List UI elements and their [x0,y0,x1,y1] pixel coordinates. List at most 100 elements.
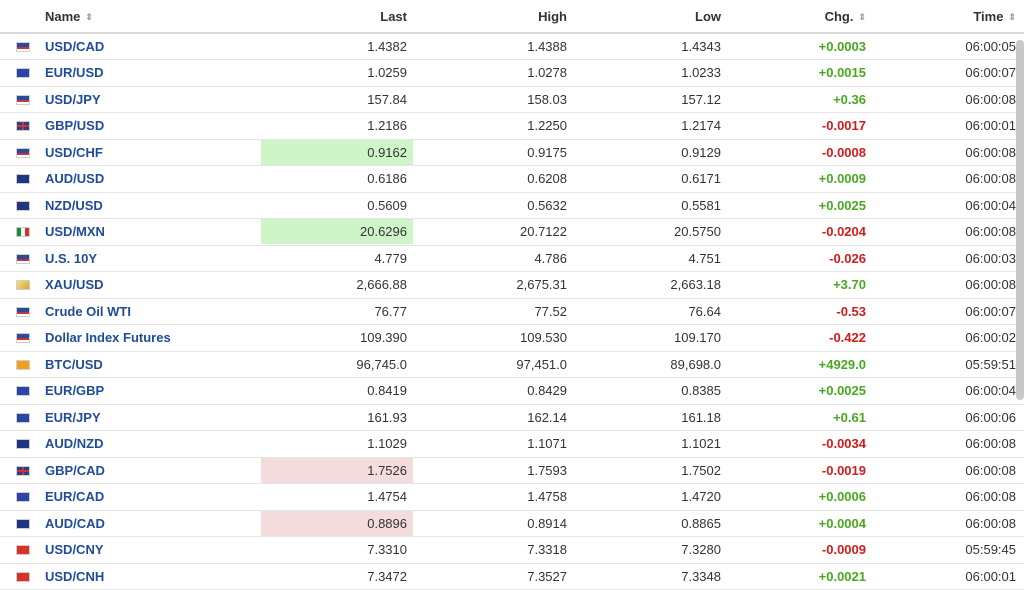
instrument-name-link[interactable]: EUR/USD [45,59,259,87]
flag-cell [0,483,45,511]
table-row[interactable]: U.S. 10Y 4.779 4.786 4.751 -0.026 06:00:03 [0,245,1024,272]
table-row[interactable]: USD/CNY 7.3310 7.3318 7.3280 -0.0009 05:59:45 [0,536,1024,564]
table-row[interactable]: EUR/CAD 1.4754 1.4758 1.4720 +0.0006 06:00:08 [0,483,1024,511]
last-value-cell: 1.2186 [259,112,413,140]
last-value-cell: 7.3310 [259,536,413,564]
change-value: +4929.0 [721,351,866,378]
high-value: 1.2250 [413,112,567,140]
high-value: 0.9175 [413,139,567,166]
flag-cell [0,510,45,537]
time-value: 05:59:45 [866,536,1024,564]
time-value: 06:00:07 [866,298,1024,325]
time-value: 06:00:05 [866,33,1024,60]
last-value-cell: 1.4382 [259,33,413,60]
table-row[interactable]: EUR/GBP 0.8419 0.8429 0.8385 +0.0025 06:00:04 [0,377,1024,405]
column-header-name[interactable]: Name ⇕ [0,0,259,34]
last-value-cell: 0.5609 [259,192,413,219]
last-value: 1.4754 [367,489,407,505]
instrument-name-link[interactable]: EUR/GBP [45,377,259,405]
table-row[interactable]: AUD/USD 0.6186 0.6208 0.6171 +0.0009 06:00:08 [0,165,1024,193]
instrument-name-link[interactable]: AUD/NZD [45,430,259,458]
time-value: 06:00:08 [866,483,1024,511]
instrument-name-link[interactable]: GBP/CAD [45,457,259,484]
flag-cell [0,457,45,484]
table-row[interactable]: USD/CHF 0.9162 0.9175 0.9129 -0.0008 06:00:08 [0,139,1024,166]
table-row[interactable]: GBP/CAD 1.7526 1.7593 1.7502 -0.0019 06:00:08 [0,457,1024,484]
instrument-name-link[interactable]: EUR/JPY [45,404,259,431]
column-header-high-label: High [538,8,567,24]
column-header-high[interactable]: High [413,0,567,34]
last-value: 0.6186 [367,171,407,187]
table-row[interactable]: USD/JPY 157.84 158.03 157.12 +0.36 06:00:08 [0,86,1024,113]
table-row[interactable]: XAU/USD 2,666.88 2,675.31 2,663.18 +3.70 06:0… [0,271,1024,299]
high-value: 1.1071 [413,430,567,458]
instrument-name-link[interactable]: AUD/CAD [45,510,259,537]
table-row[interactable]: AUD/NZD 1.1029 1.1071 1.1021 -0.0034 06:00:08 [0,430,1024,458]
table-row[interactable]: EUR/JPY 161.93 162.14 161.18 +0.61 06:00:06 [0,404,1024,431]
instrument-name-link[interactable]: XAU/USD [45,271,259,299]
high-value: 109.530 [413,324,567,352]
uk-flag-icon [16,121,30,131]
gold-icon [16,280,30,290]
table-row[interactable]: USD/MXN 20.6296 20.7122 20.5750 -0.0204 06:00… [0,218,1024,246]
scrollbar[interactable] [1016,40,1024,400]
high-value: 158.03 [413,86,567,113]
table-row[interactable]: GBP/USD 1.2186 1.2250 1.2174 -0.0017 06:00:01 [0,112,1024,140]
change-value: -0.026 [721,245,866,272]
flag-cell [0,404,45,431]
flag-cell [0,112,45,140]
change-value: +0.36 [721,86,866,113]
column-header-chg[interactable]: Chg. ⇕ [721,0,866,34]
column-header-low[interactable]: Low [567,0,721,34]
column-header-time[interactable]: Time ⇕ [866,0,1024,34]
low-value: 7.3280 [567,536,721,564]
instrument-name-link[interactable]: NZD/USD [45,192,259,219]
instrument-name-link[interactable]: USD/CNY [45,536,259,564]
change-value: +0.0006 [721,483,866,511]
change-value: -0.53 [721,298,866,325]
table-row[interactable]: Crude Oil WTI 76.77 77.52 76.64 -0.53 06:00:0… [0,298,1024,325]
last-value: 4.779 [374,250,407,266]
instrument-name-link[interactable]: USD/CHF [45,139,259,166]
instrument-name-link[interactable]: EUR/CAD [45,483,259,511]
instrument-name-link[interactable]: USD/CAD [45,33,259,60]
column-header-last-label: Last [380,8,407,24]
table-row[interactable]: USD/CNH 7.3472 7.3527 7.3348 +0.0021 06:00:01 [0,563,1024,590]
instrument-name-link[interactable]: Crude Oil WTI [45,298,259,325]
instrument-name-link[interactable]: BTC/USD [45,351,259,378]
table-row[interactable]: NZD/USD 0.5609 0.5632 0.5581 +0.0025 06:00:04 [0,192,1024,219]
last-value: 157.84 [367,91,407,107]
table-row[interactable]: Dollar Index Futures 109.390 109.530 109.17… [0,324,1024,352]
change-value: -0.0009 [721,536,866,564]
table-row[interactable]: EUR/USD 1.0259 1.0278 1.0233 +0.0015 06:00:07 [0,59,1024,87]
last-value: 0.8896 [261,510,413,536]
last-value: 0.9162 [261,139,413,165]
table-row[interactable]: USD/CAD 1.4382 1.4388 1.4343 +0.0003 06:00:05 [0,33,1024,60]
instrument-name-link[interactable]: U.S. 10Y [45,245,259,272]
us-flag-icon [16,42,30,52]
table-row[interactable]: BTC/USD 96,745.0 97,451.0 89,698.0 +4929.0 05… [0,351,1024,378]
instrument-name-link[interactable]: GBP/USD [45,112,259,140]
instrument-name-link[interactable]: USD/CNH [45,563,259,590]
change-value: +0.0009 [721,165,866,193]
table-row[interactable]: AUD/CAD 0.8896 0.8914 0.8865 +0.0004 06:00:08 [0,510,1024,537]
instrument-name-link[interactable]: USD/MXN [45,218,259,246]
instrument-name-link[interactable]: Dollar Index Futures [45,324,259,352]
last-value: 0.5609 [367,197,407,213]
au-flag-icon [16,518,30,529]
flag-cell [0,218,45,246]
change-value: -0.0034 [721,430,866,458]
high-value: 1.4758 [413,483,567,511]
high-value: 0.5632 [413,192,567,219]
last-value: 2,666.88 [356,277,407,293]
instrument-name-link[interactable]: USD/JPY [45,86,259,113]
time-value: 06:00:01 [866,112,1024,140]
flag-cell [0,536,45,564]
high-value: 20.7122 [413,218,567,246]
column-header-time-label: Time [973,8,1004,24]
last-value: 109.390 [360,330,407,346]
column-header-last[interactable]: Last [259,0,413,34]
last-value-cell: 157.84 [259,86,413,113]
instrument-name-link[interactable]: AUD/USD [45,165,259,193]
us-flag-icon [16,253,30,264]
